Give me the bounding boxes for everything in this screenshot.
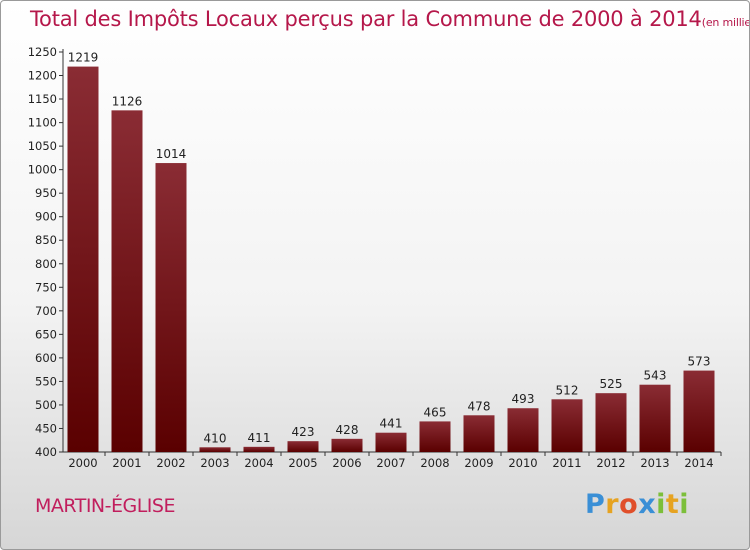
x-tick-label-2011: 2011 — [552, 456, 581, 470]
bar-2005 — [287, 441, 319, 452]
data-label-2012: 525 — [600, 377, 623, 391]
data-label-2009: 478 — [468, 399, 491, 413]
x-tick-label-2010: 2010 — [508, 456, 537, 470]
x-tick-label-2000: 2000 — [68, 456, 97, 470]
y-tick-label: 750 — [35, 280, 57, 294]
x-tick-label-2003: 2003 — [200, 456, 229, 470]
bar-2013 — [639, 384, 671, 452]
bar-2014 — [683, 370, 715, 452]
proxiti-logo: Proxiti — [585, 489, 689, 520]
logo-letter: P — [585, 489, 606, 520]
title-text: Total des Impôts Locaux perçus par la Co… — [30, 7, 702, 31]
bar-2003 — [199, 447, 231, 452]
data-label-2000: 1219 — [68, 51, 99, 65]
logo-letter: o — [619, 489, 639, 520]
chart-title: Total des Impôts Locaux perçus par la Co… — [30, 7, 749, 31]
logo-letter: r — [605, 489, 620, 520]
logo-letter: i — [679, 489, 690, 520]
bar-2002 — [155, 163, 187, 452]
y-tick-label: 950 — [35, 186, 57, 200]
data-labels-group: 1219 1126 1014 410 411 423 428 441 465 478 493 512 5… — [68, 51, 711, 446]
y-tick-label: 1050 — [28, 139, 57, 153]
x-tick-label-2002: 2002 — [156, 456, 185, 470]
x-tick-label-2012: 2012 — [596, 456, 625, 470]
x-tick-label-2004: 2004 — [244, 456, 273, 470]
bar-2006 — [331, 438, 363, 452]
y-tick-label: 700 — [35, 304, 57, 318]
y-tick-label: 650 — [35, 327, 57, 341]
data-label-2014: 573 — [688, 355, 711, 369]
y-tick-label: 500 — [35, 398, 57, 412]
x-tick-label-2013: 2013 — [640, 456, 669, 470]
y-tick-label: 850 — [35, 233, 57, 247]
y-tick-label: 600 — [35, 351, 57, 365]
y-tick-label: 800 — [35, 257, 57, 271]
commune-name: MARTIN-ÉGLISE — [35, 495, 175, 517]
logo-letter: t — [665, 489, 680, 520]
y-tick-label: 900 — [35, 210, 57, 224]
axes: 400 450 500 550 600 650 700 750 800 850 900 950 1000… — [28, 45, 722, 470]
data-label-2004: 411 — [248, 431, 271, 445]
y-tick-label: 1250 — [28, 45, 57, 59]
y-tick-label: 1000 — [28, 163, 57, 177]
y-tick-label: 1100 — [28, 116, 57, 130]
x-tick-label-2001: 2001 — [112, 456, 141, 470]
y-tick-label: 1150 — [28, 92, 57, 106]
bar-2001 — [111, 110, 143, 453]
logo-letter: x — [638, 489, 657, 520]
data-label-2010: 493 — [512, 392, 535, 406]
y-tick-label: 450 — [35, 421, 57, 435]
x-tick-label-2006: 2006 — [332, 456, 361, 470]
x-tick-label-2014: 2014 — [684, 456, 713, 470]
data-label-2013: 543 — [644, 369, 667, 383]
data-label-2007: 441 — [380, 417, 403, 431]
data-label-2006: 428 — [336, 423, 359, 437]
bar-2007 — [375, 432, 407, 452]
bar-2011 — [551, 399, 583, 452]
data-label-2008: 465 — [424, 405, 447, 419]
bar-2008 — [419, 421, 451, 452]
x-tick-label-2009: 2009 — [464, 456, 493, 470]
bar-2010 — [507, 408, 539, 452]
bar-2009 — [463, 415, 495, 452]
bar-2012 — [595, 393, 627, 452]
x-tick-label-2007: 2007 — [376, 456, 405, 470]
data-label-2003: 410 — [204, 431, 227, 445]
bar-2004 — [243, 446, 275, 452]
data-label-2011: 512 — [556, 383, 579, 397]
x-tick-label-2008: 2008 — [420, 456, 449, 470]
data-label-2002: 1014 — [156, 147, 187, 161]
y-tick-label: 1200 — [28, 69, 57, 83]
logo-letter: i — [656, 489, 666, 520]
data-label-2005: 423 — [292, 425, 315, 439]
title-unit: (en milliers d'€) — [701, 16, 749, 29]
data-label-2001: 1126 — [112, 94, 143, 108]
x-tick-label-2005: 2005 — [288, 456, 317, 470]
bars-group — [67, 66, 715, 453]
bar-2000 — [67, 66, 99, 453]
y-tick-label: 400 — [35, 445, 57, 459]
y-tick-label: 550 — [35, 374, 57, 388]
